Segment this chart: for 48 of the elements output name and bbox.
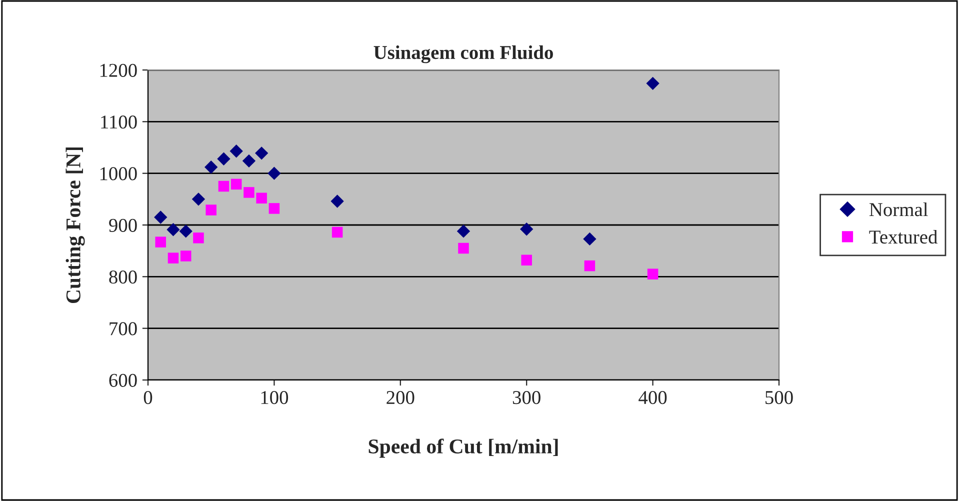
y-tick-label: 900 [109, 218, 137, 232]
point [332, 226, 343, 238]
point [521, 254, 532, 266]
point [206, 204, 216, 216]
point [166, 223, 180, 236]
point [256, 192, 267, 204]
point [646, 76, 660, 90]
point [180, 250, 192, 262]
y-tick-label: 1000 [100, 167, 137, 180]
point [268, 166, 281, 180]
point [217, 152, 230, 166]
y-axis-title: Cutting Force [N] [66, 147, 85, 304]
x-tick-label: 200 [386, 390, 414, 404]
legend-label: Textured [869, 230, 938, 244]
point [268, 203, 280, 214]
point [168, 252, 179, 264]
point [456, 224, 470, 238]
legend-label: Normal [869, 202, 928, 216]
y-tick-label: 700 [110, 322, 137, 336]
point [230, 178, 242, 190]
point [330, 194, 344, 208]
point [218, 180, 230, 192]
point [230, 144, 243, 158]
y-tick-label: 800 [109, 270, 137, 284]
point [193, 232, 204, 244]
x-axis-title: Speed of Cut [m/min] [368, 438, 558, 458]
point [155, 236, 166, 248]
x-tick-label: 0 [144, 390, 152, 404]
point [154, 210, 168, 224]
point [520, 222, 534, 236]
point [179, 224, 192, 238]
y-tick-label: 1100 [101, 115, 137, 129]
y-tick-label: 1200 [100, 64, 137, 77]
point [583, 232, 596, 246]
point [584, 260, 596, 272]
x-tick-label: 500 [766, 390, 793, 404]
point [647, 268, 658, 280]
point [192, 192, 206, 206]
point [204, 160, 218, 174]
y-tick-label: 600 [109, 374, 137, 387]
point [254, 146, 268, 160]
point [244, 187, 254, 198]
chart-title: Usinagem com Fluido [374, 45, 553, 64]
point [242, 154, 256, 168]
x-tick-label: 100 [261, 390, 288, 404]
x-tick-label: 400 [638, 390, 667, 404]
point [458, 242, 469, 254]
x-tick-label: 300 [512, 390, 540, 404]
